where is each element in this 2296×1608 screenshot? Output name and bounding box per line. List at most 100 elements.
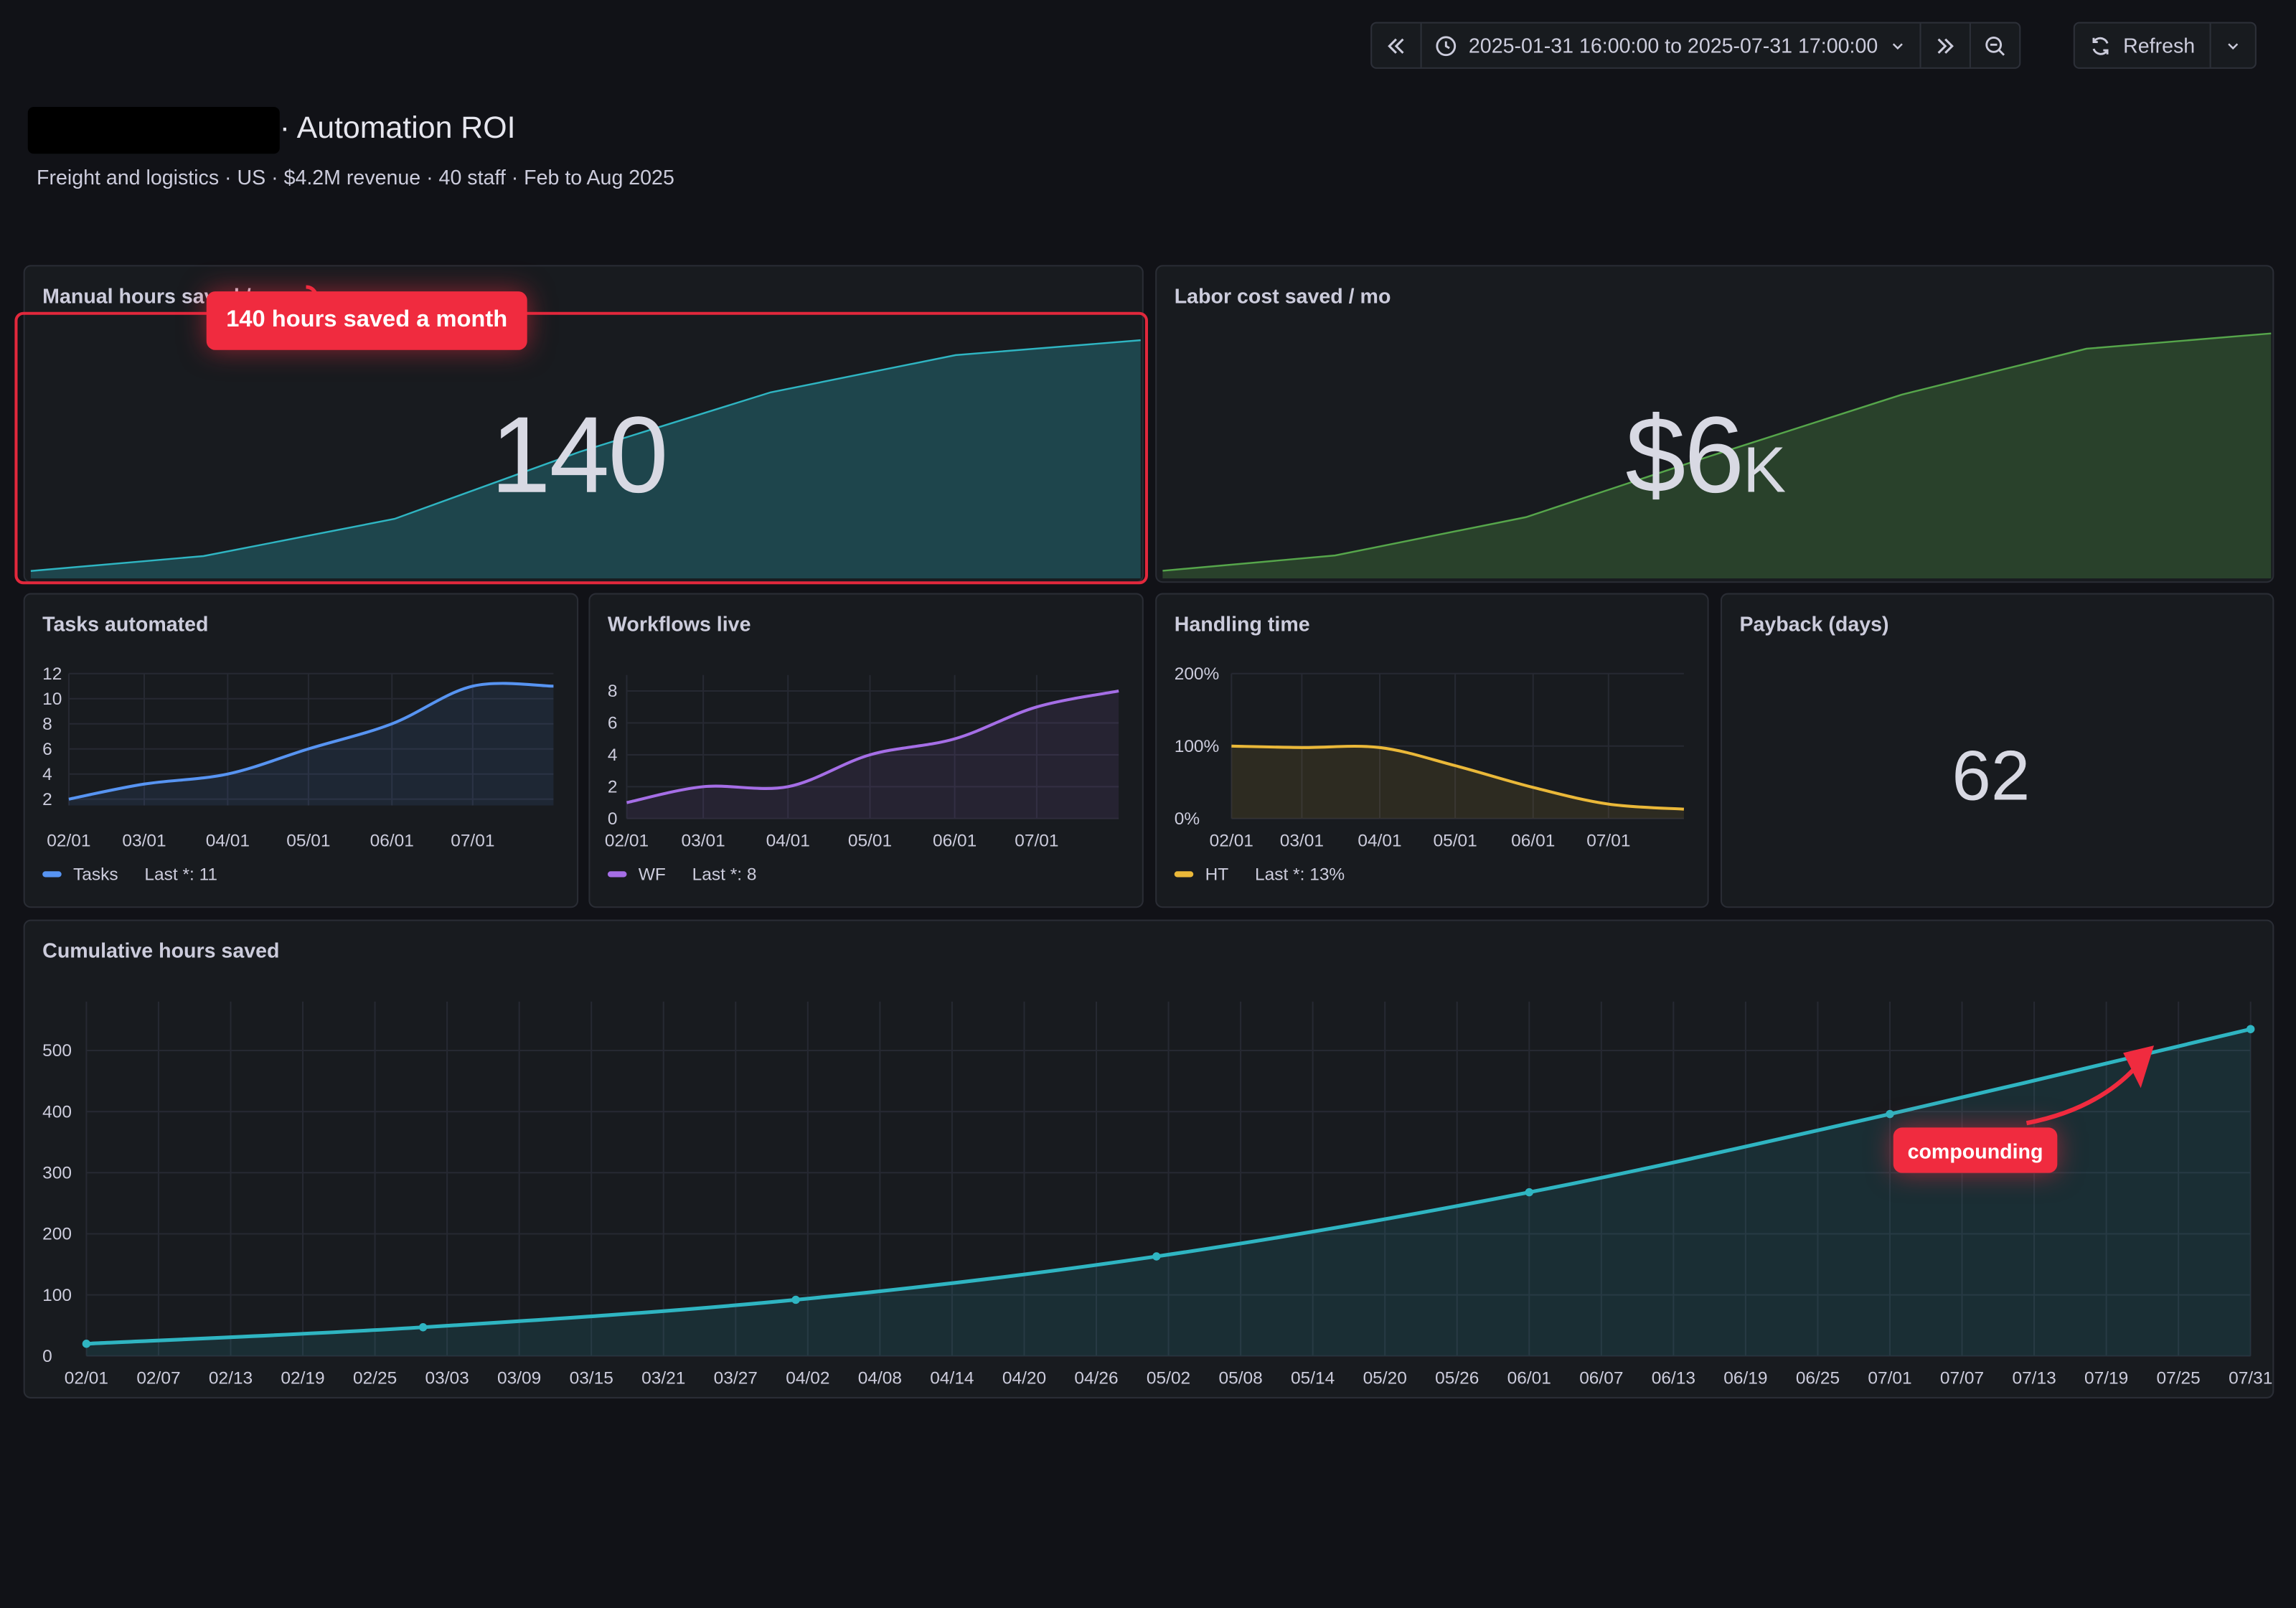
stat-number: $6 [1625, 393, 1744, 516]
y-tick-label: 100 [42, 1286, 72, 1305]
data-point [1886, 1109, 1894, 1119]
refresh-button[interactable]: Refresh [2075, 23, 2211, 67]
data-point [82, 1340, 91, 1348]
highlight-box [14, 311, 1148, 585]
series-area [68, 683, 554, 806]
x-tick-label: 03/15 [570, 1369, 613, 1388]
y-tick-label: 500 [42, 1041, 72, 1061]
x-tick-label: 04/20 [1002, 1369, 1046, 1388]
x-tick-label: 05/14 [1291, 1369, 1335, 1388]
y-tick-label: 10 [42, 690, 62, 709]
time-range-picker[interactable]: 2025-01-31 16:00:00 to 2025-07-31 17:00:… [1422, 23, 1922, 67]
cumulative-chart: 0 100 200 300 400 500 02/01 02/07 02/13 02/19 02/2… [42, 1001, 2272, 1388]
panel-handling-time[interactable]: Handling time 0% 100% 200% 02/01 03/01 04/01 0… [1155, 593, 1709, 908]
legend[interactable]: Tasks Last *: 11 [42, 864, 217, 885]
x-tick-label: 04/26 [1074, 1369, 1118, 1388]
x-tick-label: 02/19 [281, 1369, 324, 1388]
chevrons-left-icon [1388, 37, 1404, 53]
legend-label: Tasks [73, 864, 118, 885]
x-tick-label: 06/07 [1579, 1369, 1623, 1388]
y-tick-label: 200% [1175, 664, 1220, 684]
x-tick-label: 04/14 [930, 1369, 974, 1388]
y-tick-label: 8 [42, 715, 52, 734]
panel-workflows-live[interactable]: Workflows live 0 2 4 6 8 02/01 03/01 04/01 05/01… [588, 593, 1144, 908]
series-area [86, 1029, 2251, 1356]
x-tick-label: 07/19 [2084, 1369, 2128, 1388]
series-line [626, 690, 1119, 804]
y-tick-label: 0 [608, 809, 618, 829]
refresh-interval-dropdown[interactable] [2211, 24, 2255, 67]
y-tick-label: 12 [42, 664, 62, 684]
x-tick-label: 05/01 [1433, 832, 1477, 851]
x-tick-label: 07/01 [1868, 1369, 1911, 1388]
x-tick-label: 07/13 [2012, 1369, 2056, 1388]
stat-value: $6K [1625, 392, 1786, 517]
series-area [1231, 746, 1684, 819]
redacted-company-name [27, 106, 280, 154]
x-tick-label: 06/01 [933, 832, 977, 851]
data-point [418, 1323, 428, 1332]
cost-sparkline [1162, 332, 2272, 579]
panel-payback[interactable]: Payback (days) 62 [1720, 593, 2274, 908]
dashboard-subtitle: Freight and logistics · US · $4.2M reven… [37, 165, 674, 189]
legend-swatch [42, 871, 62, 878]
x-tick-label: 07/01 [451, 832, 494, 851]
x-tick-label: 05/01 [848, 832, 892, 851]
panel-cumulative-hours[interactable]: Cumulative hours saved 0 100 200 300 400 500 0… [23, 919, 2274, 1398]
x-tick-label: 05/26 [1435, 1369, 1479, 1388]
hours-sparkline [30, 339, 1141, 579]
refresh-icon [2092, 36, 2109, 55]
legend-last: Last *: 13% [1254, 864, 1345, 885]
x-tick-label: 04/01 [766, 832, 810, 851]
x-tick-label: 06/25 [1796, 1369, 1840, 1388]
panel-title: Cumulative hours saved [42, 939, 280, 962]
panel-title: Labor cost saved / mo [1174, 283, 1391, 308]
x-tick-label: 04/01 [206, 832, 250, 851]
panel-labor-cost[interactable]: Labor cost saved / mo $6K [1155, 265, 2274, 583]
panel-manual-hours[interactable]: Manual hours saved / mo 140 [23, 265, 1144, 583]
shift-back-button[interactable] [1372, 23, 1422, 67]
y-tick-label: 200 [42, 1225, 72, 1244]
chevrons-right-icon [1938, 37, 1954, 53]
stat-unit: K [1743, 435, 1787, 507]
data-point [791, 1295, 800, 1304]
x-tick-label: 07/07 [1940, 1369, 1984, 1388]
shift-forward-button[interactable] [1921, 23, 1972, 67]
panel-tasks-automated[interactable]: Tasks automated 2 4 6 8 10 12 02/01 03/01 04/01 0… [23, 593, 579, 908]
refresh-toolbar: Refresh [2073, 22, 2257, 69]
legend-label: WF [638, 864, 666, 885]
x-tick-label: 03/03 [425, 1369, 469, 1388]
y-tick-label: 8 [608, 682, 618, 701]
time-toolbar: 2025-01-31 16:00:00 to 2025-07-31 17:00:… [1370, 22, 2022, 69]
x-tick-label: 07/31 [2229, 1369, 2272, 1388]
y-tick-label: 0 [42, 1347, 52, 1366]
chevron-down-icon [2228, 42, 2239, 50]
x-tick-label: 04/01 [1358, 832, 1401, 851]
data-point [2246, 1025, 2255, 1033]
x-tick-label: 07/25 [2157, 1369, 2201, 1388]
x-tick-label: 03/21 [641, 1369, 685, 1388]
refresh-label: Refresh [2123, 33, 2196, 57]
legend-label: HT [1205, 864, 1229, 885]
y-tick-label: 300 [42, 1163, 72, 1183]
tasks-chart: 2 4 6 8 10 12 02/01 03/01 04/01 05/01 06/01 07/01 [42, 664, 554, 851]
x-tick-label: 02/13 [209, 1369, 253, 1388]
compounding-callout: compounding [1893, 1127, 2058, 1173]
x-tick-label: 06/13 [1652, 1369, 1695, 1388]
y-tick-label: 0% [1175, 809, 1200, 829]
zoom-out-button[interactable] [1972, 24, 2020, 67]
panel-title: Handling time [1174, 612, 1310, 636]
x-tick-label: 04/08 [858, 1369, 902, 1388]
y-tick-label: 4 [608, 746, 618, 765]
sparkline-line [30, 339, 1141, 572]
x-tick-label: 02/01 [1210, 832, 1253, 851]
workflows-chart: 0 2 4 6 8 02/01 03/01 04/01 05/01 06/01 07/01 [605, 674, 1119, 851]
sparkline-area [30, 340, 1141, 579]
x-tick-label: 05/20 [1363, 1369, 1407, 1388]
data-point [1152, 1252, 1161, 1261]
legend[interactable]: WF Last *: 8 [607, 864, 756, 885]
legend[interactable]: HT Last *: 13% [1174, 864, 1345, 885]
panel-title: Tasks automated [42, 612, 209, 636]
data-point [1525, 1188, 1533, 1197]
hours-callout: 140 hours saved a month [206, 291, 527, 350]
